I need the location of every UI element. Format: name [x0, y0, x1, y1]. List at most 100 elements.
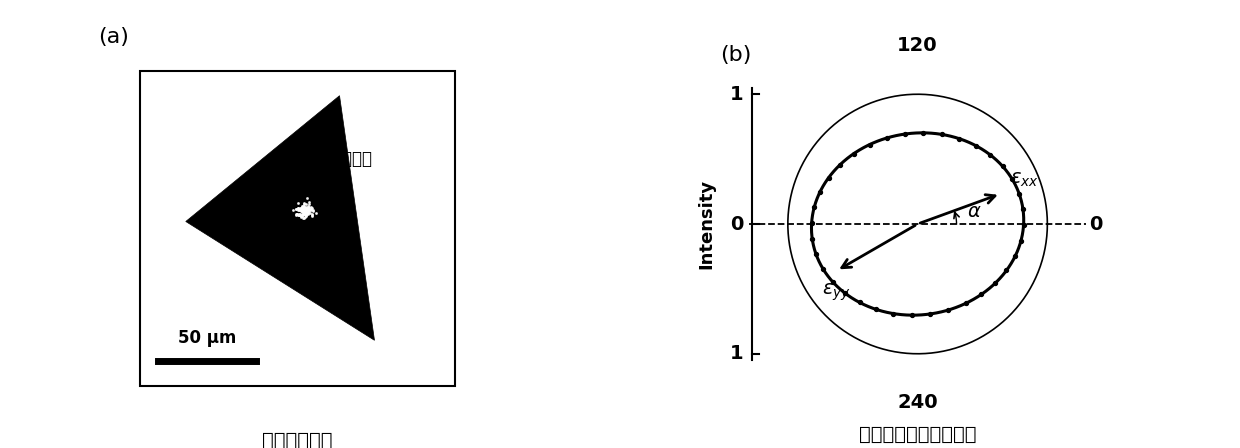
Point [294, 205, 314, 212]
Point [293, 205, 312, 212]
Point [286, 210, 306, 217]
Point [288, 199, 308, 207]
Point [296, 206, 316, 213]
Point [866, 306, 885, 313]
Text: $\alpha$: $\alpha$ [967, 202, 982, 220]
Point [291, 206, 311, 213]
Point [293, 207, 312, 214]
Point [981, 151, 1001, 159]
Point [306, 210, 326, 217]
Point [295, 205, 315, 212]
Point [1009, 190, 1029, 198]
Point [293, 206, 312, 213]
Point [293, 205, 312, 212]
Point [294, 200, 314, 207]
Point [293, 207, 312, 214]
Point [294, 205, 314, 212]
Text: 1: 1 [730, 344, 744, 363]
Text: 0: 0 [1089, 215, 1102, 233]
Point [286, 206, 306, 213]
Point [293, 210, 312, 217]
Point [294, 211, 314, 218]
Point [884, 310, 904, 317]
Point [290, 211, 310, 218]
Point [293, 208, 312, 215]
Point [299, 207, 319, 214]
Point [802, 220, 822, 227]
Point [299, 208, 319, 215]
Point [299, 206, 319, 213]
Point [294, 206, 314, 213]
Point [296, 204, 316, 211]
Point [296, 208, 316, 215]
Point [295, 209, 315, 216]
Point [294, 202, 314, 210]
Point [295, 215, 315, 222]
Point [293, 207, 312, 214]
Point [293, 205, 312, 212]
Point [806, 250, 826, 258]
Point [914, 129, 934, 137]
Point [285, 206, 305, 213]
Point [296, 208, 316, 215]
Point [818, 174, 838, 181]
Text: 偏振依赖的光学三倍频: 偏振依赖的光学三倍频 [859, 425, 976, 444]
Point [298, 211, 317, 218]
Point [1011, 237, 1030, 245]
Point [285, 211, 305, 219]
Point [288, 212, 308, 219]
Point [294, 209, 314, 216]
Point [1013, 221, 1033, 228]
Point [849, 299, 869, 306]
Point [997, 267, 1017, 274]
Point [293, 202, 312, 209]
Point [985, 280, 1004, 287]
Point [299, 206, 319, 213]
Text: $\varepsilon_{yy}$: $\varepsilon_{yy}$ [822, 281, 851, 302]
Point [301, 204, 321, 211]
Point [813, 265, 833, 272]
Point [296, 209, 316, 216]
Point [295, 201, 315, 208]
Point [295, 207, 315, 214]
Point [295, 211, 315, 218]
Point [293, 213, 312, 220]
Point [290, 205, 310, 212]
Point [901, 311, 921, 319]
Point [301, 212, 321, 219]
Text: 120: 120 [898, 36, 937, 55]
Point [296, 210, 316, 217]
Point [931, 131, 951, 138]
Point [295, 213, 315, 220]
Point [289, 207, 309, 214]
Point [301, 211, 321, 218]
Point [296, 210, 316, 217]
Text: 50 μm: 50 μm [177, 329, 236, 347]
Point [296, 211, 316, 218]
Point [296, 211, 316, 218]
Point [950, 135, 970, 142]
Point [291, 206, 311, 213]
Point [290, 207, 310, 214]
Point [295, 206, 315, 213]
Point [298, 209, 317, 216]
Point [295, 205, 315, 212]
Point [992, 163, 1012, 170]
Point [298, 202, 317, 210]
Text: 0: 0 [730, 215, 744, 233]
Polygon shape [186, 96, 374, 340]
Point [303, 206, 322, 213]
Point [288, 204, 308, 211]
Point [823, 278, 843, 285]
Point [295, 211, 315, 218]
Point [289, 210, 309, 217]
Point [920, 310, 940, 318]
Point [291, 207, 311, 214]
Point [939, 306, 959, 314]
Point [299, 207, 319, 214]
Point [294, 207, 314, 214]
Point [844, 150, 864, 157]
Point [1013, 206, 1033, 213]
Point [971, 291, 991, 298]
Point [295, 210, 315, 217]
